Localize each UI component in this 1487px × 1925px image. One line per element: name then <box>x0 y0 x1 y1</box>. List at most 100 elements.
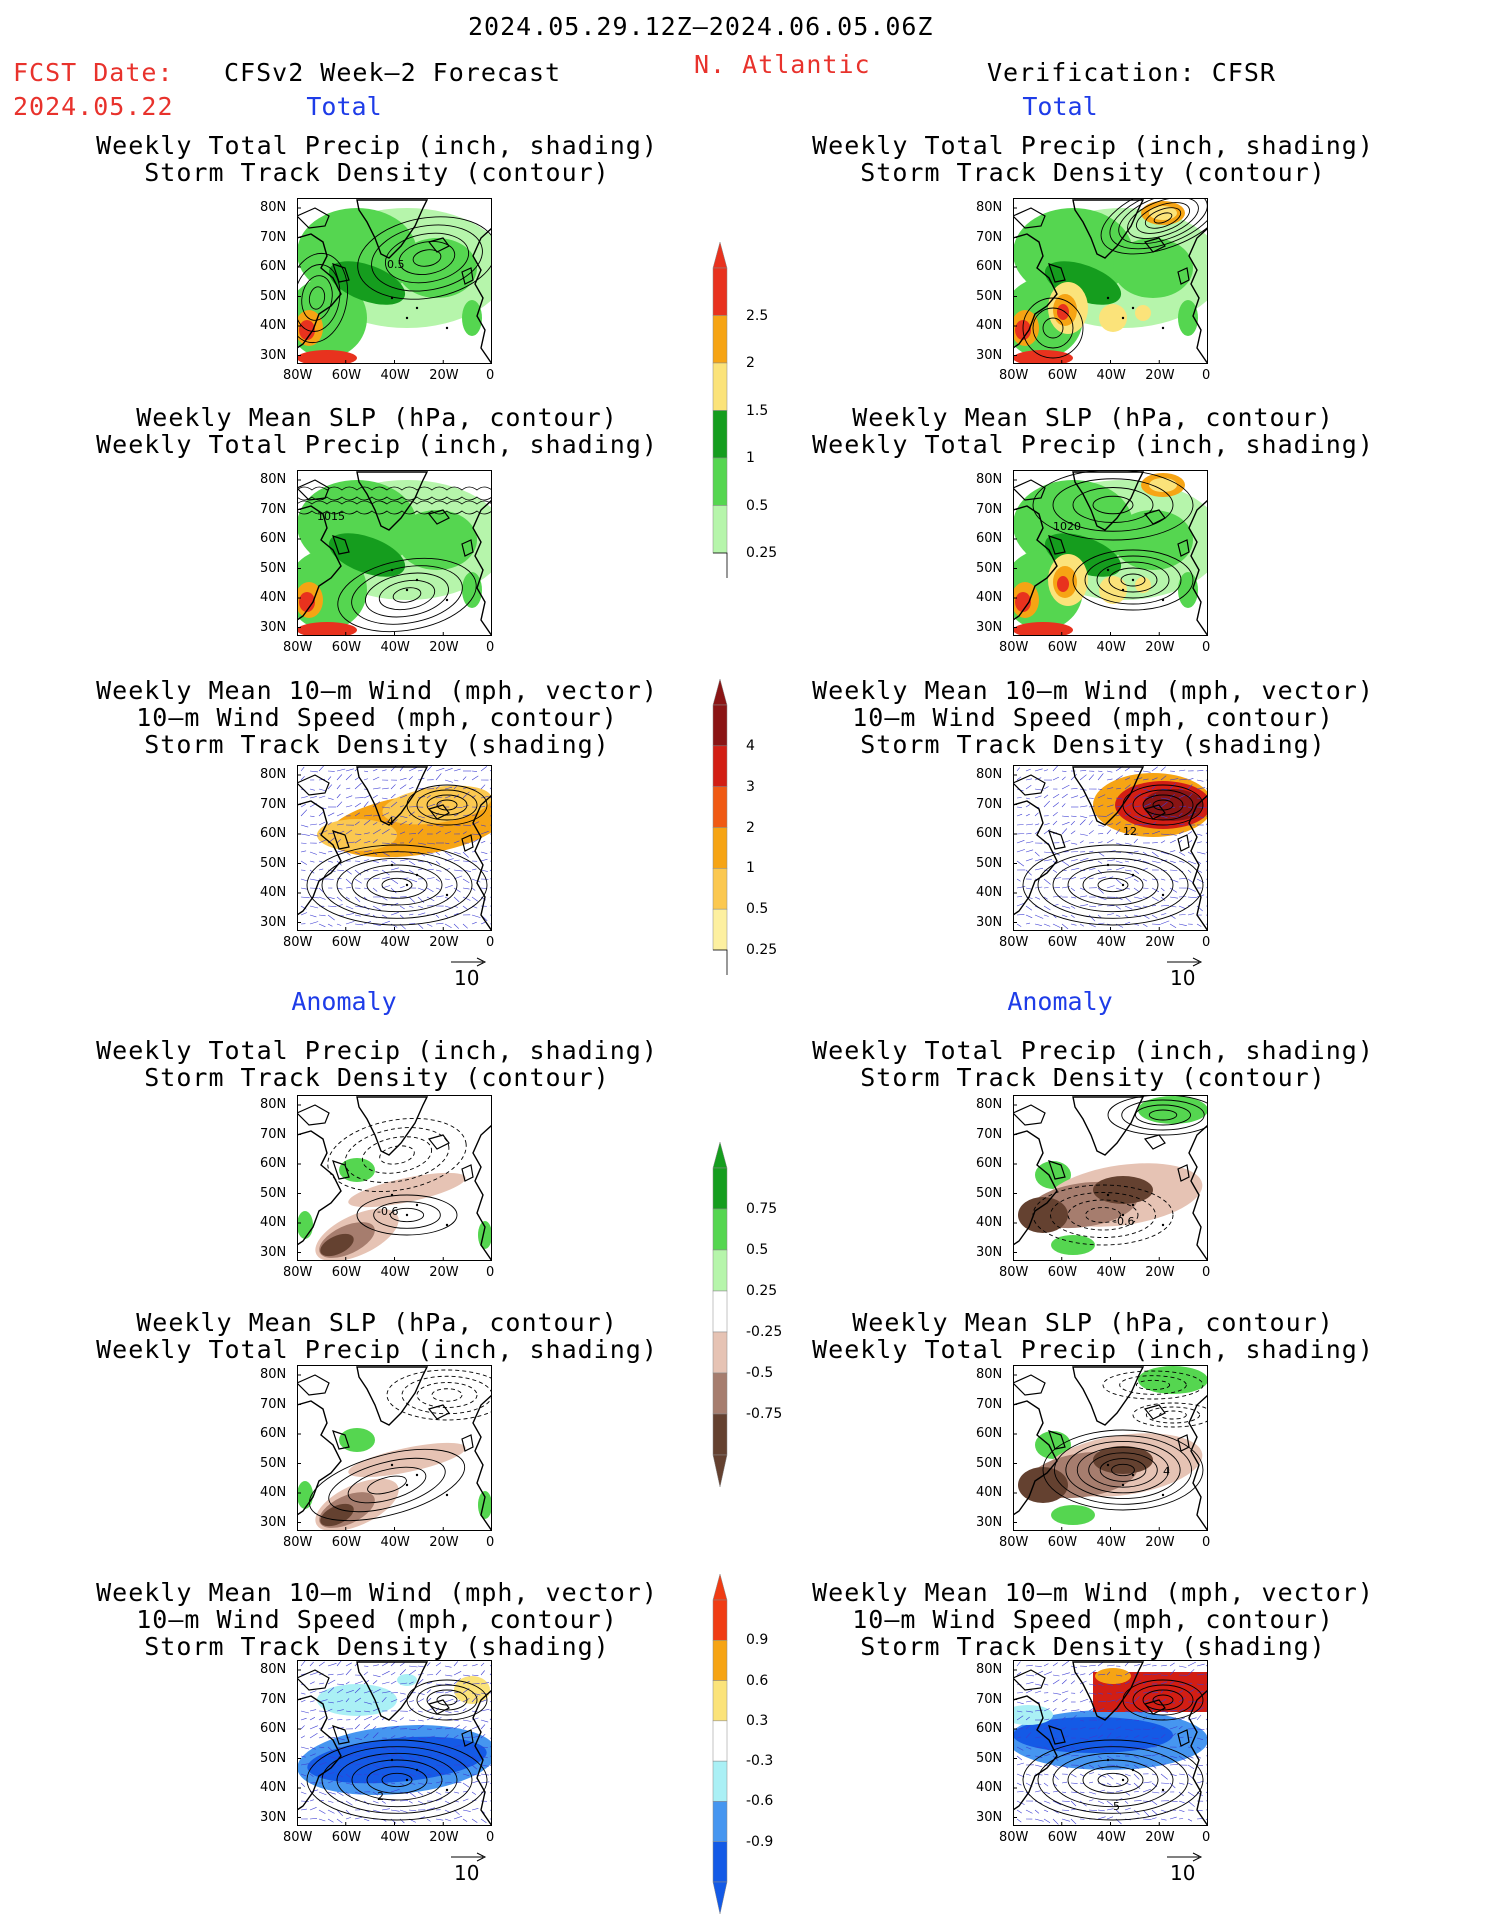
section-anomaly-forecast: Anomaly <box>291 987 397 1016</box>
lon-tick-label: 80W <box>283 1535 313 1550</box>
map-panel-verification-5: 5 <box>1013 1660 1208 1826</box>
lon-tick-label: 60W <box>331 640 362 655</box>
lon-tick-label: 40W <box>1096 1265 1126 1280</box>
lat-tick-label: 60N <box>976 259 1003 274</box>
lon-tick-label: 40W <box>1096 1535 1126 1550</box>
lon-tick-label: 20W <box>1145 935 1175 950</box>
lat-tick-label: 80N <box>976 200 1003 215</box>
colorbar-label: 4 <box>746 737 755 754</box>
section-total-verification: Total <box>1022 92 1098 121</box>
lon-tick-label: 60W <box>331 1265 362 1280</box>
lat-tick-label: 70N <box>976 1691 1003 1707</box>
lon-tick-label: 60W <box>331 1535 362 1550</box>
lat-tick-label: 50N <box>260 1750 287 1766</box>
lat-tick-label: 30N <box>976 1244 1003 1260</box>
map-panel-forecast-4 <box>297 1365 492 1531</box>
lat-tick-label: 60N <box>976 1156 1003 1171</box>
panel-title-verification-1: Weekly Total Precip (inch, shading) <box>812 430 1374 459</box>
lat-tick-label: 70N <box>976 796 1003 812</box>
contour-label: 4 <box>1163 1465 1170 1478</box>
panel-title-verification-0: Storm Track Density (contour) <box>860 158 1326 187</box>
fcst-date-label: FCST Date: <box>13 58 174 87</box>
lat-tick-label: 50N <box>260 560 287 576</box>
lon-tick-label: 20W <box>1145 640 1175 655</box>
valid-period: 2024.05.29.12Z–2024.06.05.06Z <box>468 12 934 41</box>
lat-tick-label: 70N <box>260 1396 287 1412</box>
lat-tick-label: 40N <box>260 1485 287 1500</box>
lat-tick-label: 70N <box>976 229 1003 245</box>
lat-tick-label: 30N <box>976 1514 1003 1530</box>
colorbar-label: 0.25 <box>746 1283 778 1299</box>
vector-reference-arrow <box>1167 1852 1203 1862</box>
lat-tick-label: 40N <box>260 1780 287 1795</box>
lat-tick-label: 60N <box>260 826 287 841</box>
lon-tick-label: 60W <box>1047 368 1078 383</box>
lat-tick-label: 30N <box>260 619 287 635</box>
contour-label: 2 <box>377 1790 384 1803</box>
section-total-forecast: Total <box>306 92 382 121</box>
lat-tick-label: 80N <box>976 1662 1003 1677</box>
colorbar-0 <box>712 241 728 578</box>
lon-tick-label: 60W <box>1047 935 1078 950</box>
lon-tick-label: 20W <box>1145 1265 1175 1280</box>
lat-tick-label: 60N <box>976 531 1003 546</box>
lon-tick-label: 80W <box>999 1265 1029 1280</box>
lat-tick-label: 30N <box>976 914 1003 930</box>
colorbar-1 <box>712 678 728 975</box>
colorbar-label: -0.25 <box>746 1324 783 1340</box>
lon-tick-label: 60W <box>1047 640 1078 655</box>
lat-tick-label: 40N <box>976 1780 1003 1795</box>
lon-tick-label: 60W <box>331 368 362 383</box>
lon-tick-label: 60W <box>331 1830 362 1845</box>
colorbar-label: -0.5 <box>746 1365 774 1381</box>
map-panel-forecast-3: -0.6 <box>297 1095 492 1261</box>
lon-tick-label: 20W <box>1145 368 1175 383</box>
lat-tick-label: 40N <box>976 1215 1003 1230</box>
lat-tick-label: 30N <box>260 914 287 930</box>
lat-tick-label: 50N <box>976 288 1003 304</box>
lon-tick-label: 40W <box>380 1830 410 1845</box>
panel-title-verification-3: Storm Track Density (contour) <box>860 1063 1326 1092</box>
map-panel-verification-1: 1020 <box>1013 470 1208 636</box>
lat-tick-label: 30N <box>260 1244 287 1260</box>
colorbar-2 <box>712 1141 728 1488</box>
lat-tick-label: 70N <box>260 501 287 517</box>
panel-title-forecast-2: Weekly Mean 10–m Wind (mph, vector) <box>96 676 658 705</box>
colorbar-label: 0.6 <box>746 1672 769 1689</box>
verification-label: Verification: CFSR <box>987 58 1276 87</box>
lon-tick-label: 0 <box>1202 640 1211 655</box>
lon-tick-label: 80W <box>999 640 1029 655</box>
panel-title-verification-5: 10–m Wind Speed (mph, contour) <box>852 1605 1334 1634</box>
lat-tick-label: 30N <box>260 1809 287 1825</box>
colorbar-label: -0.75 <box>746 1406 783 1422</box>
lat-tick-label: 30N <box>976 347 1003 363</box>
panel-title-verification-2: 10–m Wind Speed (mph, contour) <box>852 703 1334 732</box>
lat-tick-label: 80N <box>976 1097 1003 1112</box>
contour-label: 12 <box>1123 825 1137 838</box>
panel-title-forecast-5: Weekly Mean 10–m Wind (mph, vector) <box>96 1578 658 1607</box>
lon-tick-label: 0 <box>486 935 495 950</box>
colorbar-label: -0.3 <box>746 1753 774 1770</box>
region-name: N. Atlantic <box>694 50 871 79</box>
vector-reference-value: 10 <box>454 966 480 990</box>
lat-tick-label: 40N <box>976 318 1003 333</box>
colorbar-label: 2.5 <box>746 307 769 324</box>
contour-label: 0.5 <box>387 258 405 271</box>
colorbar-3 <box>712 1573 728 1915</box>
lat-tick-label: 40N <box>260 1215 287 1230</box>
lat-tick-label: 80N <box>260 767 287 782</box>
panel-title-verification-4: Weekly Total Precip (inch, shading) <box>812 1335 1374 1364</box>
lon-tick-label: 60W <box>1047 1535 1078 1550</box>
lat-tick-label: 80N <box>976 767 1003 782</box>
contour-label: -0.6 <box>377 1205 398 1218</box>
vector-reference-arrow <box>451 957 487 967</box>
colorbar-label: 2 <box>746 819 755 836</box>
lat-tick-label: 50N <box>260 288 287 304</box>
lon-tick-label: 0 <box>1202 1265 1211 1280</box>
panel-title-forecast-2: Storm Track Density (shading) <box>144 730 610 759</box>
lat-tick-label: 70N <box>260 1126 287 1142</box>
panel-title-verification-0: Weekly Total Precip (inch, shading) <box>812 131 1374 160</box>
lat-tick-label: 30N <box>260 1514 287 1530</box>
panel-title-forecast-2: 10–m Wind Speed (mph, contour) <box>136 703 618 732</box>
lon-tick-label: 40W <box>380 1265 410 1280</box>
